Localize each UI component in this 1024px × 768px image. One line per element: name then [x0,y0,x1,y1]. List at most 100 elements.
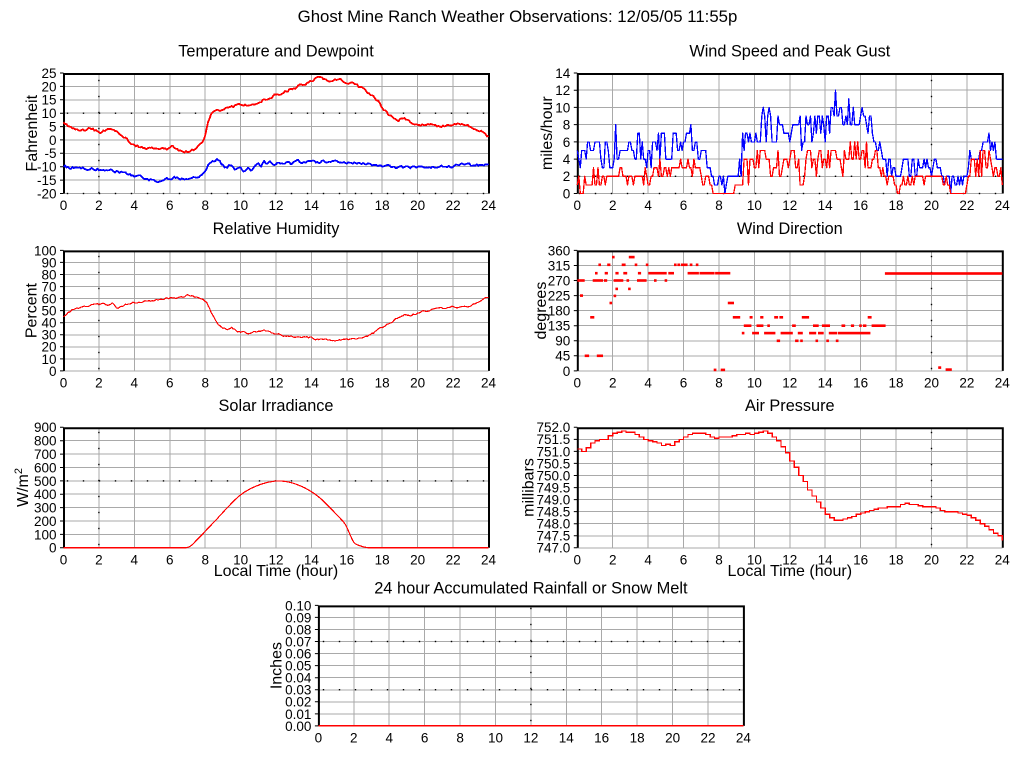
svg-text:90: 90 [41,255,56,270]
svg-text:14: 14 [559,731,575,746]
svg-text:135: 135 [548,319,571,334]
svg-text:360: 360 [548,243,571,258]
svg-text:751.0: 751.0 [537,444,571,459]
svg-text:12: 12 [555,83,570,98]
svg-text:748.0: 748.0 [537,517,571,532]
svg-text:2: 2 [350,731,358,746]
svg-text:0: 0 [315,731,323,746]
svg-text:700: 700 [34,447,57,462]
svg-text:20: 20 [41,340,56,355]
svg-text:100: 100 [34,243,57,258]
svg-text:10: 10 [747,198,762,213]
svg-text:900: 900 [34,420,57,435]
svg-text:20: 20 [665,731,680,746]
svg-text:0: 0 [574,376,582,391]
svg-text:18: 18 [375,198,390,213]
svg-text:45: 45 [555,349,570,364]
svg-text:10: 10 [233,376,248,391]
svg-text:22: 22 [700,731,715,746]
svg-text:0.01: 0.01 [285,707,311,722]
svg-text:10: 10 [233,552,248,567]
svg-text:0: 0 [60,376,68,391]
svg-text:10: 10 [488,731,503,746]
svg-text:0: 0 [574,552,582,567]
svg-text:10: 10 [233,198,248,213]
svg-text:14: 14 [818,552,834,567]
svg-text:600: 600 [34,460,57,475]
svg-text:8: 8 [201,376,209,391]
svg-text:16: 16 [853,376,868,391]
svg-text:8: 8 [563,118,571,133]
svg-text:4: 4 [563,152,571,167]
svg-text:80: 80 [41,267,56,282]
svg-text:Air Pressure: Air Pressure [745,397,835,415]
svg-text:24: 24 [481,552,497,567]
svg-text:0.08: 0.08 [285,622,311,637]
svg-text:20: 20 [924,198,939,213]
svg-text:-5: -5 [44,146,56,161]
svg-text:10: 10 [41,352,56,367]
svg-text:Inches: Inches [269,642,286,689]
svg-text:0: 0 [60,198,68,213]
svg-text:8: 8 [715,198,723,213]
svg-text:18: 18 [888,552,903,567]
svg-text:12: 12 [782,552,797,567]
svg-text:16: 16 [339,376,354,391]
svg-text:16: 16 [853,552,868,567]
svg-text:0.10: 0.10 [285,598,311,613]
svg-text:0.06: 0.06 [285,647,311,662]
svg-text:4: 4 [644,376,652,391]
svg-text:18: 18 [375,376,390,391]
svg-text:14: 14 [304,198,320,213]
svg-text:12: 12 [782,198,797,213]
svg-text:0.09: 0.09 [285,610,311,625]
svg-text:4: 4 [131,198,139,213]
svg-text:0: 0 [60,552,68,567]
svg-text:14: 14 [304,552,320,567]
svg-text:2: 2 [563,169,571,184]
svg-text:Relative Humidity: Relative Humidity [213,220,341,238]
svg-text:6: 6 [166,198,174,213]
svg-text:20: 20 [41,79,56,94]
svg-text:4: 4 [644,198,652,213]
svg-text:0.05: 0.05 [285,659,311,674]
svg-text:10: 10 [555,100,570,115]
svg-text:6: 6 [680,376,688,391]
svg-text:Solar Irradiance: Solar Irradiance [219,397,334,415]
svg-text:Fahrenheit: Fahrenheit [24,94,41,171]
svg-text:0: 0 [563,364,571,379]
svg-text:0.04: 0.04 [285,671,312,686]
svg-text:12: 12 [268,198,283,213]
svg-text:10: 10 [747,376,762,391]
svg-text:20: 20 [410,376,425,391]
svg-text:22: 22 [959,198,974,213]
svg-text:8: 8 [201,552,209,567]
svg-text:12: 12 [782,376,797,391]
svg-text:Ghost Mine Ranch Weather Obser: Ghost Mine Ranch Weather Observations: 1… [298,7,738,26]
svg-text:6: 6 [421,731,429,746]
svg-text:W/m2: W/m2 [13,468,32,507]
svg-text:200: 200 [34,514,57,529]
svg-text:2: 2 [609,552,617,567]
svg-text:18: 18 [888,198,903,213]
svg-text:24: 24 [481,376,497,391]
svg-text:0: 0 [49,364,57,379]
svg-text:Temperature and Dewpoint: Temperature and Dewpoint [178,43,374,61]
svg-text:2: 2 [95,198,103,213]
svg-text:70: 70 [41,279,56,294]
svg-text:20: 20 [410,552,425,567]
svg-text:22: 22 [446,376,461,391]
svg-text:800: 800 [34,434,57,449]
svg-text:Wind Speed and Peak Gust: Wind Speed and Peak Gust [689,43,890,61]
svg-text:Local Time (hour): Local Time (hour) [728,563,853,580]
svg-text:0.07: 0.07 [285,634,311,649]
svg-text:2: 2 [609,198,617,213]
svg-text:10: 10 [41,106,56,121]
svg-text:24: 24 [995,376,1011,391]
svg-text:300: 300 [34,501,57,516]
svg-text:Local Time (hour): Local Time (hour) [214,563,339,580]
svg-text:0.03: 0.03 [285,683,311,698]
svg-text:14: 14 [555,66,571,81]
svg-text:-20: -20 [37,186,57,201]
svg-text:24: 24 [995,552,1011,567]
